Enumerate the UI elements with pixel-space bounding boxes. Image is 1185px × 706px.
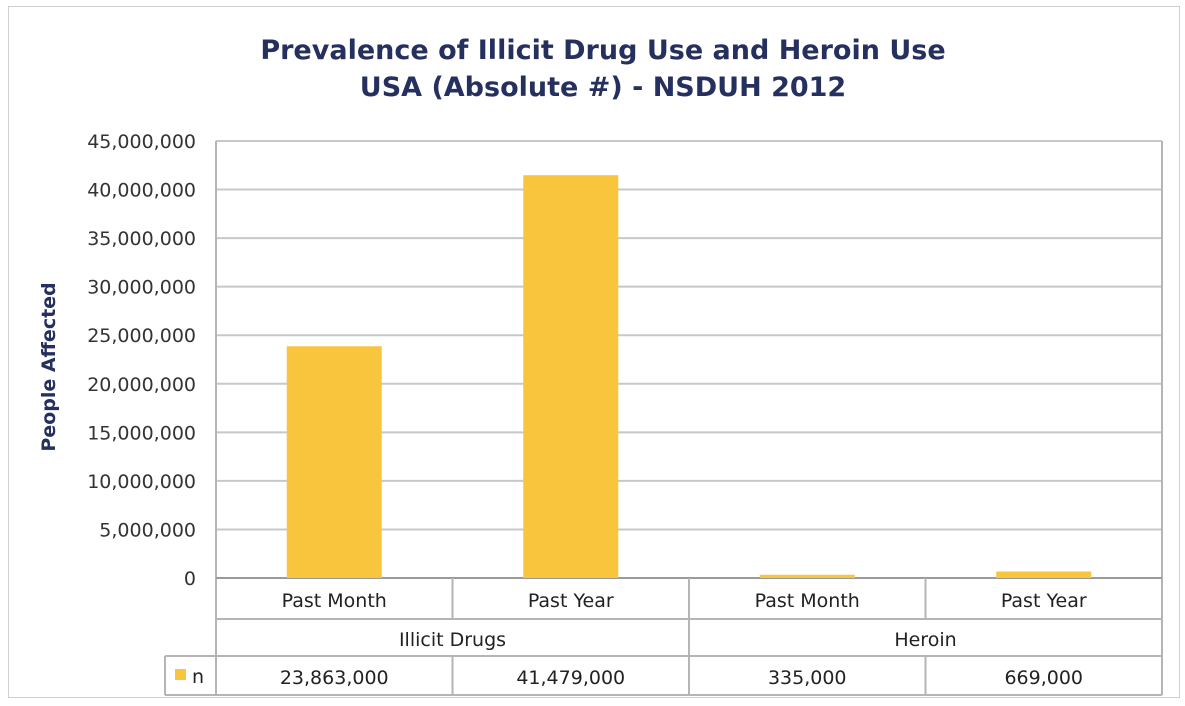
bars <box>286 175 1092 579</box>
y-axis-label: People Affected <box>38 282 60 451</box>
bar <box>996 571 1092 578</box>
y-tick-labels: 0 5,000,000 10,000,000 15,000,000 20,000,000… <box>87 131 196 590</box>
bar <box>759 574 855 578</box>
bar <box>523 175 619 579</box>
y-tick-label: 25,000,000 <box>87 325 196 347</box>
data-table-value: 23,863,000 <box>280 667 389 689</box>
y-tick-label: 0 <box>184 568 196 590</box>
chart-subtitle: USA (Absolute #) - NSDUH 2012 <box>360 72 846 103</box>
group-label: Heroin <box>894 629 956 651</box>
legend-label: n <box>192 666 204 688</box>
y-tick-label: 5,000,000 <box>99 519 196 541</box>
x-tick-label: Past Year <box>528 590 614 612</box>
chart-frame: Prevalence of Illicit Drug Use and Heroi… <box>8 6 1180 698</box>
y-tick-label: 35,000,000 <box>87 228 196 250</box>
y-tick-label: 30,000,000 <box>87 277 196 299</box>
x-tick-label: Past Month <box>755 590 860 612</box>
data-table-value: 41,479,000 <box>516 667 625 689</box>
bar <box>286 346 382 578</box>
data-table-value: 669,000 <box>1004 667 1083 689</box>
y-tick-label: 45,000,000 <box>87 131 196 153</box>
x-tick-label: Past Year <box>1001 590 1087 612</box>
y-tick-label: 15,000,000 <box>87 422 196 444</box>
chart-title: Prevalence of Illicit Drug Use and Heroi… <box>260 35 945 66</box>
legend-swatch <box>175 669 186 680</box>
chart-svg: Prevalence of Illicit Drug Use and Heroi… <box>38 35 1163 696</box>
y-tick-label: 40,000,000 <box>87 180 196 202</box>
x-tick-label: Past Month <box>282 590 387 612</box>
y-tick-label: 10,000,000 <box>87 471 196 493</box>
group-label: Illicit Drugs <box>399 629 506 651</box>
data-table-value: 335,000 <box>768 667 847 689</box>
data-table: Past Month Past Year Past Month Past Year Il… <box>164 578 1162 696</box>
y-tick-label: 20,000,000 <box>87 374 196 396</box>
